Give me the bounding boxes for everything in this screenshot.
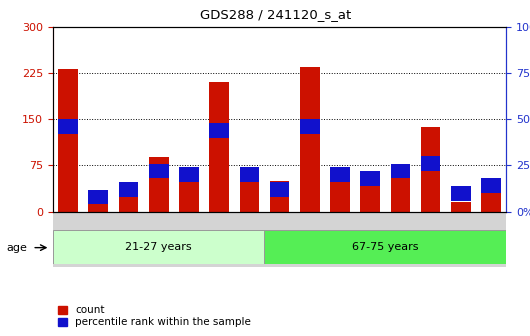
Bar [174, 212, 204, 267]
Text: 67-75 years: 67-75 years [352, 242, 419, 252]
Bar [119, 188, 138, 212]
Bar [421, 156, 440, 171]
Bar [149, 164, 169, 178]
Bar [451, 186, 471, 201]
Bar [119, 182, 138, 197]
Text: age: age [6, 243, 27, 253]
Bar [89, 195, 108, 212]
Bar [149, 158, 169, 212]
Bar [58, 69, 78, 212]
Bar [53, 230, 264, 264]
Bar [234, 212, 264, 267]
Bar [325, 212, 355, 267]
Bar [144, 212, 174, 267]
Bar [58, 119, 78, 134]
Bar [421, 127, 440, 212]
Bar [300, 119, 320, 134]
Bar [391, 169, 410, 212]
Text: 21-27 years: 21-27 years [126, 242, 192, 252]
Bar [264, 230, 506, 264]
Bar [53, 212, 83, 267]
Bar [113, 212, 144, 267]
Bar [360, 171, 380, 186]
Bar [451, 202, 471, 212]
Bar [270, 181, 289, 212]
Bar [240, 167, 259, 182]
Text: GDS288 / 241120_s_at: GDS288 / 241120_s_at [200, 8, 351, 22]
Bar [179, 167, 199, 182]
Bar [270, 182, 289, 197]
Bar [481, 188, 501, 212]
Bar [240, 173, 259, 212]
Bar [204, 212, 234, 267]
Bar [416, 212, 446, 267]
Bar [295, 212, 325, 267]
Bar [355, 212, 385, 267]
Bar [264, 212, 295, 267]
Legend: count, percentile rank within the sample: count, percentile rank within the sample [58, 305, 251, 327]
Bar [481, 178, 501, 193]
Bar [476, 212, 506, 267]
Bar [209, 82, 229, 212]
Bar [209, 123, 229, 138]
Bar [89, 190, 108, 204]
Bar [385, 212, 416, 267]
Bar [391, 164, 410, 178]
Bar [83, 212, 113, 267]
Bar [330, 167, 350, 182]
Bar [179, 172, 199, 212]
Bar [300, 67, 320, 212]
Bar [360, 175, 380, 212]
Bar [330, 170, 350, 212]
Bar [446, 212, 476, 267]
